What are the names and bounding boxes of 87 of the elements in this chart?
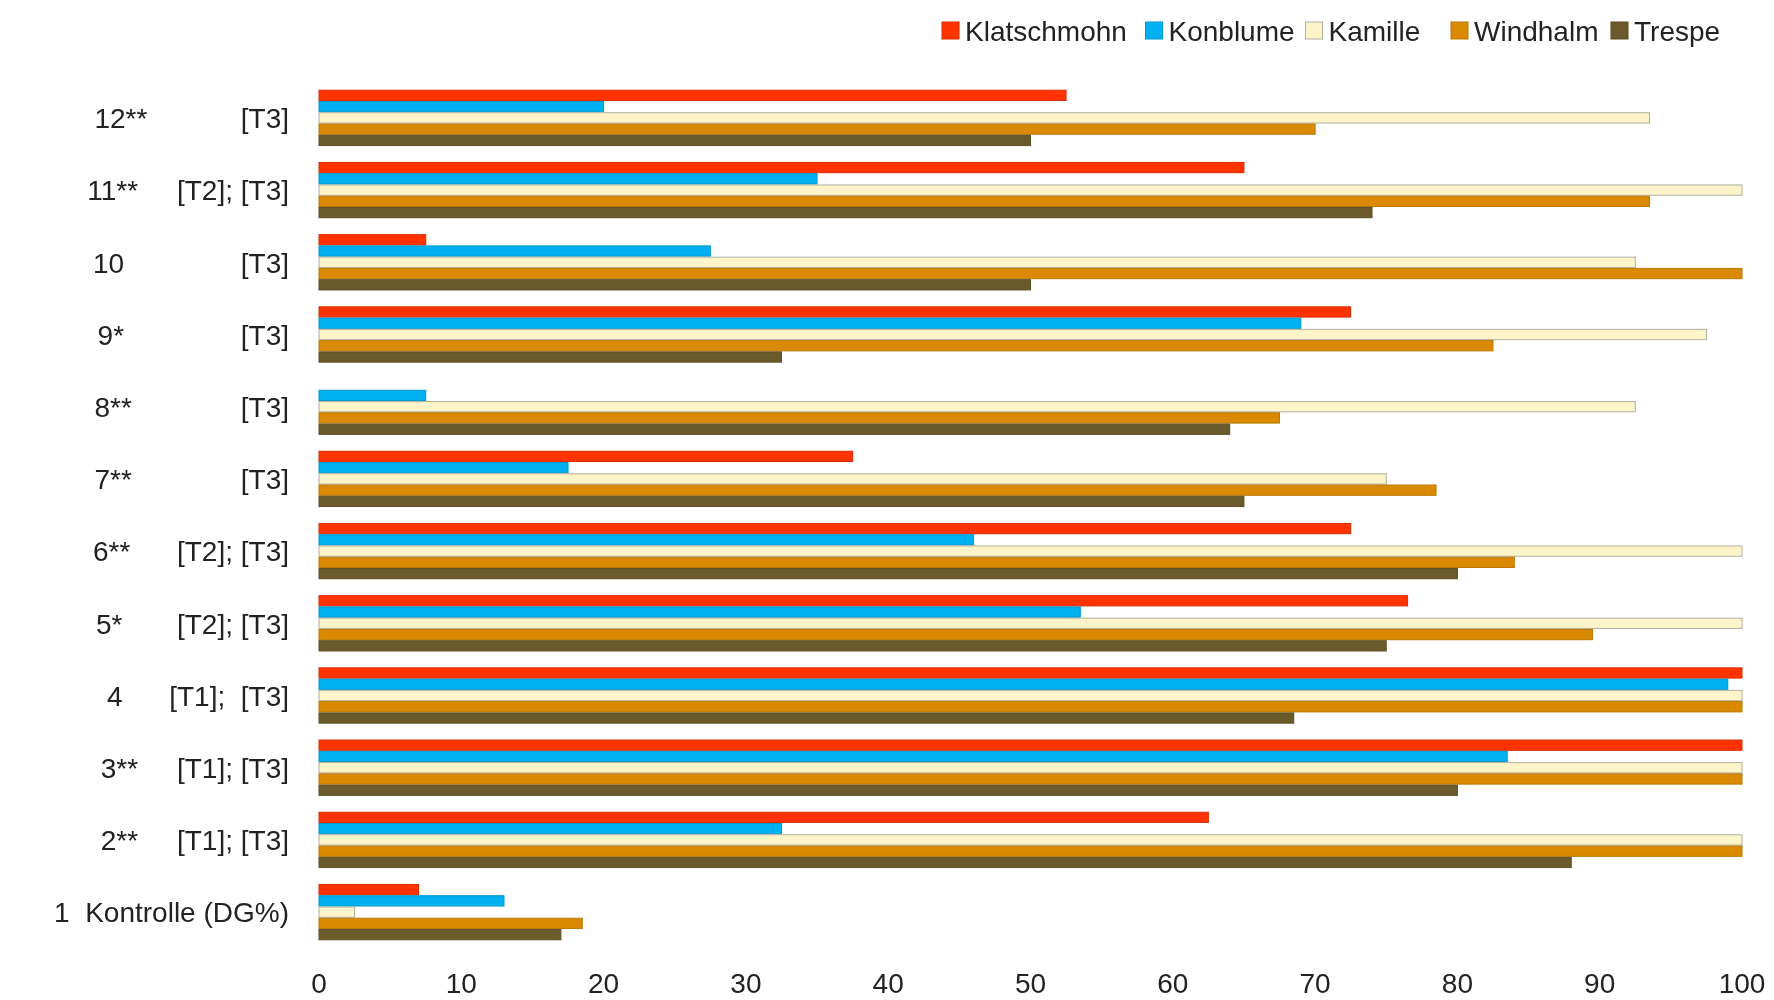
- bar: [318, 628, 1594, 641]
- y-tick-label: 2** [T1]; [T3]: [100, 825, 289, 857]
- bar: [318, 929, 562, 941]
- bar: [318, 712, 1295, 724]
- bar: [318, 206, 1373, 219]
- bar: [318, 640, 1387, 652]
- y-tick-label: 10 [T3]: [92, 247, 289, 279]
- y-tick-label: 6** [T2]; [T3]: [92, 536, 289, 568]
- x-tick-label: 60: [1157, 968, 1189, 999]
- bar: [318, 245, 711, 257]
- x-tick-label: 80: [1441, 968, 1473, 999]
- bar: [318, 412, 1281, 424]
- bar: [318, 750, 1508, 763]
- y-tick-label: 8** [T3]: [94, 391, 289, 423]
- bar: [318, 834, 1743, 846]
- x-tick-label: 100: [1718, 968, 1766, 999]
- bar: [318, 762, 1743, 774]
- bar: [318, 701, 1743, 713]
- x-tick-label: 10: [445, 968, 477, 999]
- bar: [318, 689, 1743, 702]
- bar: [318, 462, 569, 474]
- bar: [318, 473, 1387, 485]
- x-tick-label: 20: [588, 968, 620, 999]
- bar: [318, 423, 1231, 435]
- bar: [318, 401, 1636, 413]
- y-tick-label: 12** [T3]: [94, 103, 289, 135]
- legend-label: Klatschmohn: [965, 15, 1127, 47]
- y-tick-label: 4 [T1]; [T3]: [106, 680, 289, 712]
- bar: [318, 545, 1743, 557]
- bar: [318, 100, 605, 113]
- bar: [318, 184, 1743, 196]
- bar: [318, 328, 1707, 341]
- legend-label: Kamille: [1328, 15, 1421, 47]
- bar: [318, 667, 1743, 679]
- bar: [318, 845, 1743, 857]
- bar: [318, 595, 1409, 607]
- bar: [318, 195, 1651, 207]
- bar: [318, 556, 1515, 568]
- x-tick-label: 40: [872, 968, 904, 999]
- y-tick-label: 1 Kontrolle (DG%): [54, 897, 289, 929]
- bar: [318, 495, 1245, 508]
- bar: [318, 784, 1458, 796]
- bar: [318, 306, 1352, 318]
- bar: [318, 678, 1729, 690]
- bar: [318, 617, 1743, 629]
- y-tick-label: 9* [T3]: [97, 319, 289, 351]
- bar: [318, 89, 1067, 101]
- bar: [318, 256, 1636, 268]
- bar: [318, 351, 782, 363]
- bar: [318, 568, 1458, 580]
- legend-label: Windhalm: [1474, 15, 1599, 47]
- bar: [318, 389, 427, 402]
- legend-label: Konblume: [1168, 15, 1295, 47]
- y-tick-label: 3** [T1]; [T3]: [100, 753, 289, 785]
- bar: [318, 112, 1651, 124]
- bar: [318, 739, 1743, 751]
- legend-label: Trespe: [1634, 15, 1721, 47]
- bar: [318, 811, 1209, 824]
- bar: [318, 823, 782, 835]
- bar: [318, 134, 1031, 147]
- bar: [318, 161, 1245, 174]
- x-tick-label: 0: [311, 968, 327, 999]
- bar: [318, 917, 583, 930]
- bar: [318, 450, 854, 462]
- bar: [318, 883, 420, 896]
- y-tick-label: 11** [T2]; [T3]: [87, 175, 289, 207]
- bar: [318, 340, 1494, 352]
- x-tick-label: 70: [1299, 968, 1331, 999]
- bar: [318, 173, 818, 185]
- bar: [318, 606, 1081, 618]
- x-tick-label: 50: [1014, 968, 1047, 999]
- bar: [318, 522, 1352, 535]
- bar: [318, 773, 1743, 785]
- bar: [318, 123, 1316, 135]
- bar: [318, 279, 1031, 291]
- y-tick-label: 5* [T2]; [T3]: [96, 608, 289, 640]
- bar: [318, 906, 356, 918]
- bar: [318, 267, 1743, 280]
- bar: [318, 234, 427, 246]
- x-tick-label: 90: [1584, 968, 1616, 999]
- bar: [318, 484, 1437, 496]
- bar: [318, 534, 975, 546]
- bar: [318, 856, 1572, 869]
- y-tick-label: 7** [T3]: [94, 464, 289, 496]
- bar: [318, 895, 505, 907]
- bar: [318, 317, 1302, 329]
- x-tick-label: 30: [730, 968, 762, 999]
